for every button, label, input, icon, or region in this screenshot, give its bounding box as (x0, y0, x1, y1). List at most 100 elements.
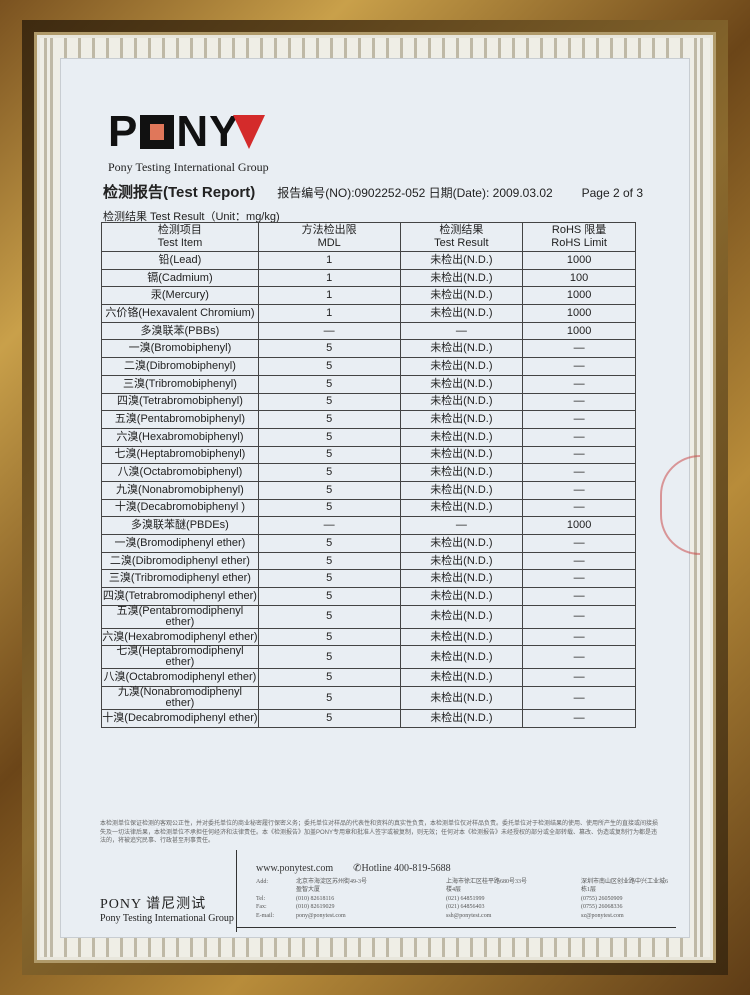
test-item: 六溴(Hexabromodiphenyl ether) (101, 627, 259, 647)
test-result: — (399, 516, 524, 535)
website-link[interactable]: www.ponytest.com (256, 863, 334, 874)
test-item: 镉(Cadmium) (101, 268, 259, 288)
table-row: 七溴(Heptabromodiphenyl ether) 5 未检出(N.D.) — (101, 645, 636, 670)
divider (236, 927, 676, 928)
table-row: 四溴(Tetrabromobiphenyl) 5 未检出(N.D.) — (101, 392, 636, 412)
mdl: 5 (257, 357, 401, 376)
table-row: 二溴(Dibromobiphenyl) 5 未检出(N.D.) — (101, 357, 636, 376)
mdl: 1 (257, 268, 401, 288)
table-row: 二溴(Dibromodiphenyl ether) 5 未检出(N.D.) — (101, 551, 636, 571)
rohs-limit: 1000 (522, 516, 636, 535)
mdl: 5 (257, 410, 401, 429)
test-result: 未检出(N.D.) (399, 392, 524, 412)
mdl: — (257, 516, 401, 535)
logo-subtitle: Pony Testing International Group (108, 160, 269, 174)
table-row: 镉(Cadmium) 1 未检出(N.D.) 100 (101, 268, 636, 288)
mdl: 5 (257, 339, 401, 359)
report-title: 检测报告(Test Report) (103, 184, 256, 201)
mdl: 5 (257, 463, 401, 482)
office-contact: 楼4层 (446, 887, 462, 894)
contact-label: Fax: (256, 904, 267, 911)
office-contact: sz@ponytest.com (581, 912, 624, 919)
table-row: 六溴(Hexabromobiphenyl) 5 未检出(N.D.) — (101, 427, 636, 447)
mdl: 5 (257, 604, 401, 629)
test-result: 未检出(N.D.) (399, 686, 524, 711)
table-row: 九溴(Nonabromodiphenyl ether) 5 未检出(N.D.) — (101, 686, 636, 711)
rohs-limit: — (522, 445, 636, 465)
rohs-limit: — (522, 645, 636, 670)
test-item: 三溴(Tribromodiphenyl ether) (101, 569, 259, 589)
test-item: 一溴(Bromodiphenyl ether) (101, 534, 259, 553)
test-item: 二溴(Dibromodiphenyl ether) (101, 551, 259, 571)
mdl: 5 (257, 587, 401, 606)
rohs-limit: — (522, 534, 636, 553)
rohs-limit: — (522, 709, 636, 728)
table-row: 多溴联苯醚(PBDEs) — —1000 (101, 516, 636, 535)
test-result: 未检出(N.D.) (399, 480, 524, 500)
test-result: 未检出(N.D.) (399, 304, 524, 323)
mdl: 5 (257, 392, 401, 412)
test-result: 未检出(N.D.) (399, 286, 524, 306)
brand-name-en: Pony Testing International Group (100, 913, 234, 924)
column-header: RoHS 限量 RoHS Limit (522, 222, 636, 252)
office-contact: pony@ponytest.com (296, 912, 346, 919)
test-result: 未检出(N.D.) (399, 627, 524, 647)
contact-label: E-mail: (256, 912, 274, 919)
table-row: 三溴(Tribromodiphenyl ether) 5 未检出(N.D.) — (101, 569, 636, 589)
test-result: 未检出(N.D.) (399, 569, 524, 589)
test-item: 十溴(Decabromobiphenyl ) (101, 498, 259, 518)
mdl: 5 (257, 534, 401, 553)
table-row: 铅(Lead) 1 未检出(N.D.) 1000 (101, 251, 636, 270)
contact-label: Add: (256, 879, 268, 885)
test-item: 十溴(Decabromodiphenyl ether) (101, 709, 259, 728)
office-contact: 北京市海淀区苏州街49-3号 (296, 879, 367, 885)
table-row: 四溴(Tetrabromodiphenyl ether) 5 未检出(N.D.) — (101, 587, 636, 606)
test-result: 未检出(N.D.) (399, 427, 524, 447)
table-row: 十溴(Decabromobiphenyl ) 5 未检出(N.D.) — (101, 498, 636, 518)
mdl: 5 (257, 627, 401, 647)
rohs-limit: — (522, 392, 636, 412)
rohs-limit: 1000 (522, 321, 636, 341)
test-item: 八溴(Octabromobiphenyl) (101, 463, 259, 482)
test-item: 六溴(Hexabromobiphenyl) (101, 427, 259, 447)
table-row: 九溴(Nonabromobiphenyl) 5 未检出(N.D.) — (101, 480, 636, 500)
mdl: — (257, 321, 401, 341)
rohs-limit: — (522, 686, 636, 711)
report-date: 日期(Date): 2009.03.02 (428, 186, 553, 200)
rohs-limit: — (522, 463, 636, 482)
rohs-limit: — (522, 569, 636, 589)
office-contact: (010) 82618116 (296, 895, 335, 902)
divider (236, 850, 237, 932)
office-contact: (010) 82619029 (296, 904, 335, 911)
office-contact: 栋1层 (581, 887, 597, 894)
mdl: 1 (257, 304, 401, 323)
rohs-limit: — (522, 357, 636, 376)
test-item: 六价铬(Hexavalent Chromium) (101, 304, 259, 323)
rohs-limit: — (522, 587, 636, 606)
table-row: 七溴(Heptabromobiphenyl) 5 未检出(N.D.) — (101, 445, 636, 465)
mdl: 5 (257, 569, 401, 589)
test-item: 铅(Lead) (101, 251, 259, 270)
rohs-limit: — (522, 374, 636, 394)
test-result: 未检出(N.D.) (399, 534, 524, 553)
test-result: — (399, 321, 524, 341)
rohs-limit: — (522, 339, 636, 359)
column-header: 检测结果 Test Result (399, 222, 524, 252)
table-row: 三溴(Tribromobiphenyl) 5 未检出(N.D.) — (101, 374, 636, 394)
table-row: 十溴(Decabromodiphenyl ether) 5 未检出(N.D.) — (101, 709, 636, 728)
contact-label (256, 886, 296, 894)
test-result: 未检出(N.D.) (399, 357, 524, 376)
report-number: 报告编号(NO):0902252-052 (277, 186, 426, 200)
table-row: 一溴(Bromobiphenyl) 5 未检出(N.D.) — (101, 339, 636, 359)
test-item: 多溴联苯醚(PBDEs) (101, 516, 259, 535)
pony-logo: P NY Pony Testing International Group (108, 110, 269, 175)
office-contact: (021) 64851999 (446, 895, 485, 902)
test-item: 七溴(Heptabromobiphenyl) (101, 445, 259, 465)
test-result: 未检出(N.D.) (399, 587, 524, 606)
hotline: ✆Hotline 400-819-5688 (353, 863, 451, 874)
test-result: 未检出(N.D.) (399, 498, 524, 518)
test-item: 四溴(Tetrabromodiphenyl ether) (101, 587, 259, 606)
table-row: 一溴(Bromodiphenyl ether) 5 未检出(N.D.) — (101, 534, 636, 553)
office-contact: (0755) 26068336 (581, 904, 623, 911)
test-item: 九溴(Nonabromodiphenyl ether) (101, 686, 259, 711)
